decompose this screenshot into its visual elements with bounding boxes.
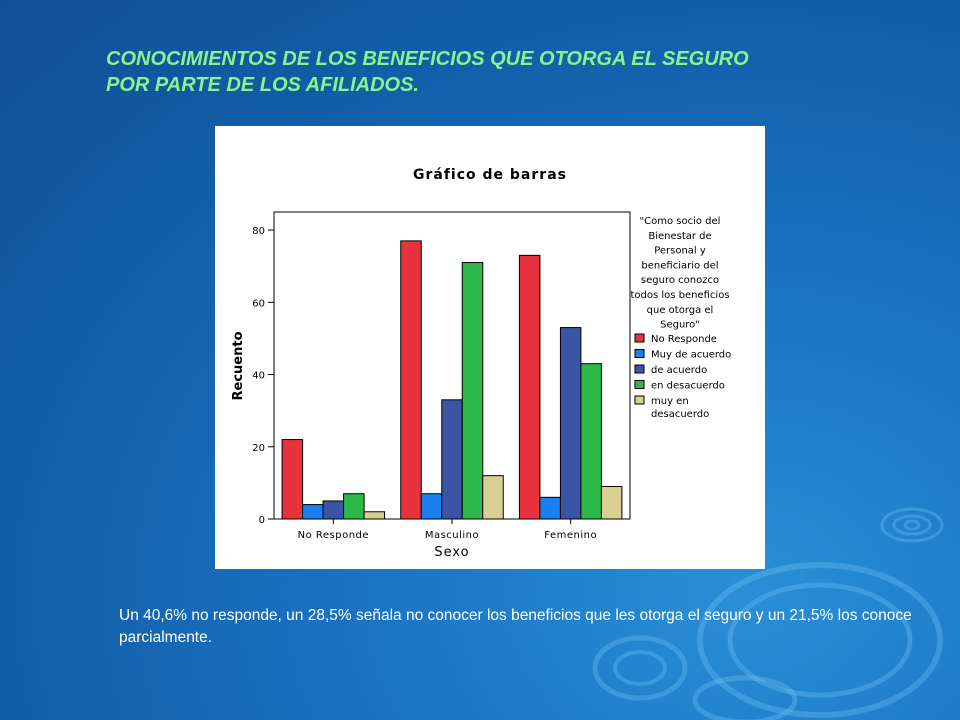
legend-swatch: [634, 364, 645, 374]
y-tick-label: 0: [259, 515, 265, 526]
bar: [461, 262, 484, 520]
y-tick-label: 80: [252, 226, 265, 237]
y-tick-label: 60: [252, 298, 265, 309]
bar: [539, 496, 561, 520]
legend-title-line: Personal y: [654, 246, 706, 257]
legend-swatch: [634, 380, 645, 389]
legend-label: desacuerdo: [651, 409, 709, 420]
legend-label: en desacuerdo: [651, 381, 725, 392]
chart-title: Gráfico de barras: [413, 167, 567, 183]
bar: [322, 500, 345, 520]
legend-title-line: Seguro": [660, 320, 700, 331]
bar: [482, 475, 504, 520]
chart-panel: Gráfico de barras Recuento Sexo 0 20 40 60 8…: [215, 126, 765, 569]
bar-chart: Gráfico de barras Recuento Sexo 0 20 40 60 8…: [231, 167, 731, 560]
x-axis-label: Sexo: [434, 545, 469, 560]
legend-swatch: [634, 349, 645, 358]
x-tick-label: Masculino: [425, 530, 479, 541]
x-tick-label: No Responde: [298, 530, 369, 541]
chart-caption: Un 40,6% no responde, un 28,5% señala no…: [119, 607, 912, 646]
bar: [343, 493, 365, 520]
legend-title-line: "Como socio del: [640, 216, 721, 227]
legend-title-line: seguro conozco: [641, 275, 719, 286]
bar: [400, 240, 422, 520]
legend-label: muy en: [651, 396, 689, 407]
bar: [600, 485, 623, 520]
slide-title-line-2: POR PARTE DE LOS AFILIADOS.: [106, 74, 419, 96]
bar: [441, 399, 463, 520]
bar: [580, 363, 602, 520]
legend-title-line: todos los beneficios: [630, 290, 729, 301]
legend-title-line: que otorga el: [647, 305, 714, 316]
slide-title-line-1: CONOCIMIENTOS DE LOS BENEFICIOS QUE OTOR…: [106, 48, 749, 70]
y-tick-label: 40: [252, 371, 265, 382]
legend-label: de acuerdo: [651, 365, 707, 376]
legend-swatch: [634, 333, 645, 343]
y-tick-label: 20: [252, 443, 265, 454]
legend-title-line: Bienestar de: [648, 231, 711, 242]
bar: [518, 254, 541, 520]
legend-label: Muy de acuerdo: [651, 350, 731, 361]
y-axis-label: Recuento: [231, 331, 246, 400]
legend-label: No Responde: [651, 334, 717, 345]
bar: [281, 439, 304, 520]
bar: [420, 493, 443, 520]
x-tick-label: Femenino: [544, 530, 597, 541]
slide-title: CONOCIMIENTOS DE LOS BENEFICIOS QUE OTOR…: [106, 46, 906, 98]
legend-title-line: beneficiario del: [641, 260, 718, 271]
bar: [302, 504, 324, 520]
bar: [559, 327, 582, 520]
bar: [363, 511, 386, 520]
legend-swatch: [634, 395, 645, 405]
